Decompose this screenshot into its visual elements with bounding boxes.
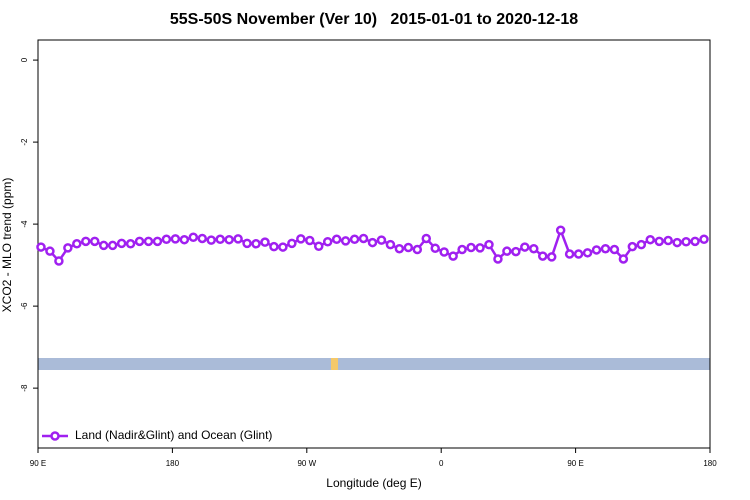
x-tick-label: 180: [166, 459, 180, 468]
point: [188, 232, 199, 242]
point: [72, 239, 82, 249]
point: [36, 242, 46, 252]
point: [305, 235, 315, 246]
point: [269, 241, 279, 252]
y-tick-label: -8: [20, 384, 29, 392]
x-tick-label: 90 W: [297, 459, 316, 468]
point: [511, 246, 521, 257]
point: [627, 241, 638, 252]
point: [502, 246, 512, 256]
point: [179, 234, 190, 245]
point: [63, 243, 73, 253]
x-axis-label: Longitude (deg E): [326, 476, 421, 490]
point: [520, 242, 530, 252]
point: [421, 233, 432, 244]
point: [116, 238, 127, 249]
point: [340, 236, 351, 246]
point: [699, 234, 709, 245]
point: [546, 252, 557, 262]
y-tick-label: -6: [20, 302, 29, 310]
point: [215, 234, 225, 245]
point: [412, 244, 423, 255]
point: [537, 251, 548, 261]
point: [591, 245, 602, 255]
land-mask-spot: [331, 358, 338, 370]
point: [448, 251, 458, 261]
point: [170, 234, 181, 244]
point: [107, 240, 118, 251]
point: [618, 254, 629, 264]
y-tick-label: -2: [20, 138, 29, 146]
point: [197, 233, 208, 244]
y-axis-label: XCO2 - MLO trend (ppm): [0, 178, 14, 313]
point: [367, 237, 378, 248]
point: [224, 234, 234, 245]
point: [466, 242, 476, 253]
point: [573, 249, 584, 259]
x-tick-label: 90 E: [30, 459, 46, 468]
point: [582, 248, 593, 258]
point: [287, 238, 297, 249]
x-tick-label: 0: [439, 459, 444, 468]
point: [690, 236, 700, 247]
point: [654, 236, 664, 247]
point: [45, 246, 55, 256]
point: [331, 234, 342, 245]
point: [251, 239, 261, 249]
point: [358, 233, 369, 244]
point: [681, 236, 691, 247]
point: [313, 241, 324, 252]
y-tick-label: 0: [20, 57, 29, 62]
point: [439, 247, 449, 257]
point: [457, 244, 467, 255]
point: [143, 236, 154, 247]
point: [672, 237, 682, 248]
point: [322, 236, 333, 247]
point: [206, 235, 216, 245]
point: [403, 242, 414, 253]
land-mask-band: [38, 358, 710, 370]
chart-title: 55S-50S November (Ver 10) 2015-01-01 to …: [170, 11, 578, 28]
point: [125, 239, 136, 249]
y-tick-label: -4: [20, 220, 29, 228]
point: [529, 243, 539, 254]
point: [278, 242, 288, 252]
point: [645, 234, 656, 245]
point: [89, 236, 100, 247]
point: [242, 238, 252, 249]
point: [430, 243, 440, 254]
point: [134, 236, 145, 247]
point: [609, 244, 620, 255]
x-tick-label: 180: [703, 459, 717, 468]
point: [600, 243, 611, 254]
point: [296, 234, 306, 244]
point: [564, 249, 575, 259]
point: [81, 236, 91, 247]
point: [376, 235, 387, 245]
point: [555, 225, 566, 236]
point: [349, 234, 360, 245]
point: [484, 239, 494, 250]
point: [161, 234, 172, 245]
point: [385, 239, 396, 250]
point: [98, 240, 109, 251]
point: [394, 243, 405, 254]
point: [152, 236, 163, 247]
legend-label: Land (Nadir&Glint) and Ocean (Glint): [75, 428, 272, 442]
x-tick-label: 90 E: [567, 459, 583, 468]
point: [663, 235, 673, 246]
point: [260, 237, 270, 247]
point: [636, 239, 647, 250]
legend-marker: [50, 431, 60, 441]
point: [475, 243, 485, 253]
point: [493, 254, 503, 264]
point: [233, 234, 243, 244]
point: [54, 256, 64, 266]
